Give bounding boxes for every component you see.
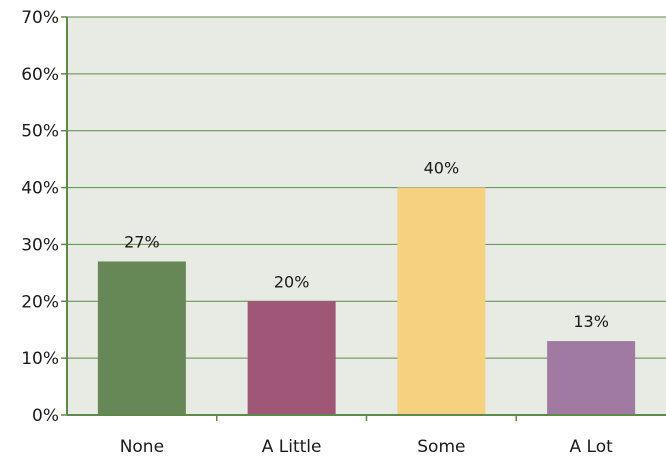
data-label: 13% xyxy=(573,312,609,331)
y-tick-label: 0% xyxy=(32,406,59,426)
bar xyxy=(547,341,636,415)
y-tick-label: 40% xyxy=(21,179,59,199)
y-tick-label: 30% xyxy=(21,235,59,255)
data-label: 20% xyxy=(274,272,310,291)
data-label: 40% xyxy=(424,159,460,178)
data-label: 27% xyxy=(124,232,160,251)
y-tick-label: 10% xyxy=(21,349,59,369)
data-labels: 27% 20% 40% 13% xyxy=(124,159,609,332)
y-tick-label: 60% xyxy=(21,65,59,85)
y-tick-label: 70% xyxy=(21,8,59,28)
bar xyxy=(247,301,336,415)
bars xyxy=(97,187,636,415)
y-axis-ticks: 0% 10% 20% 30% 40% 50% 60% 70% xyxy=(21,8,67,426)
x-tick-label: Some xyxy=(417,437,465,457)
bar xyxy=(97,261,186,415)
y-tick-label: 20% xyxy=(21,292,59,312)
bar xyxy=(397,187,486,415)
x-tick-label: None xyxy=(120,437,164,457)
x-tick-label: A Lot xyxy=(569,437,613,457)
x-tick-label: A Little xyxy=(262,437,322,457)
x-axis-ticks: None A Little Some A Lot xyxy=(120,415,613,457)
y-tick-label: 50% xyxy=(21,122,59,142)
